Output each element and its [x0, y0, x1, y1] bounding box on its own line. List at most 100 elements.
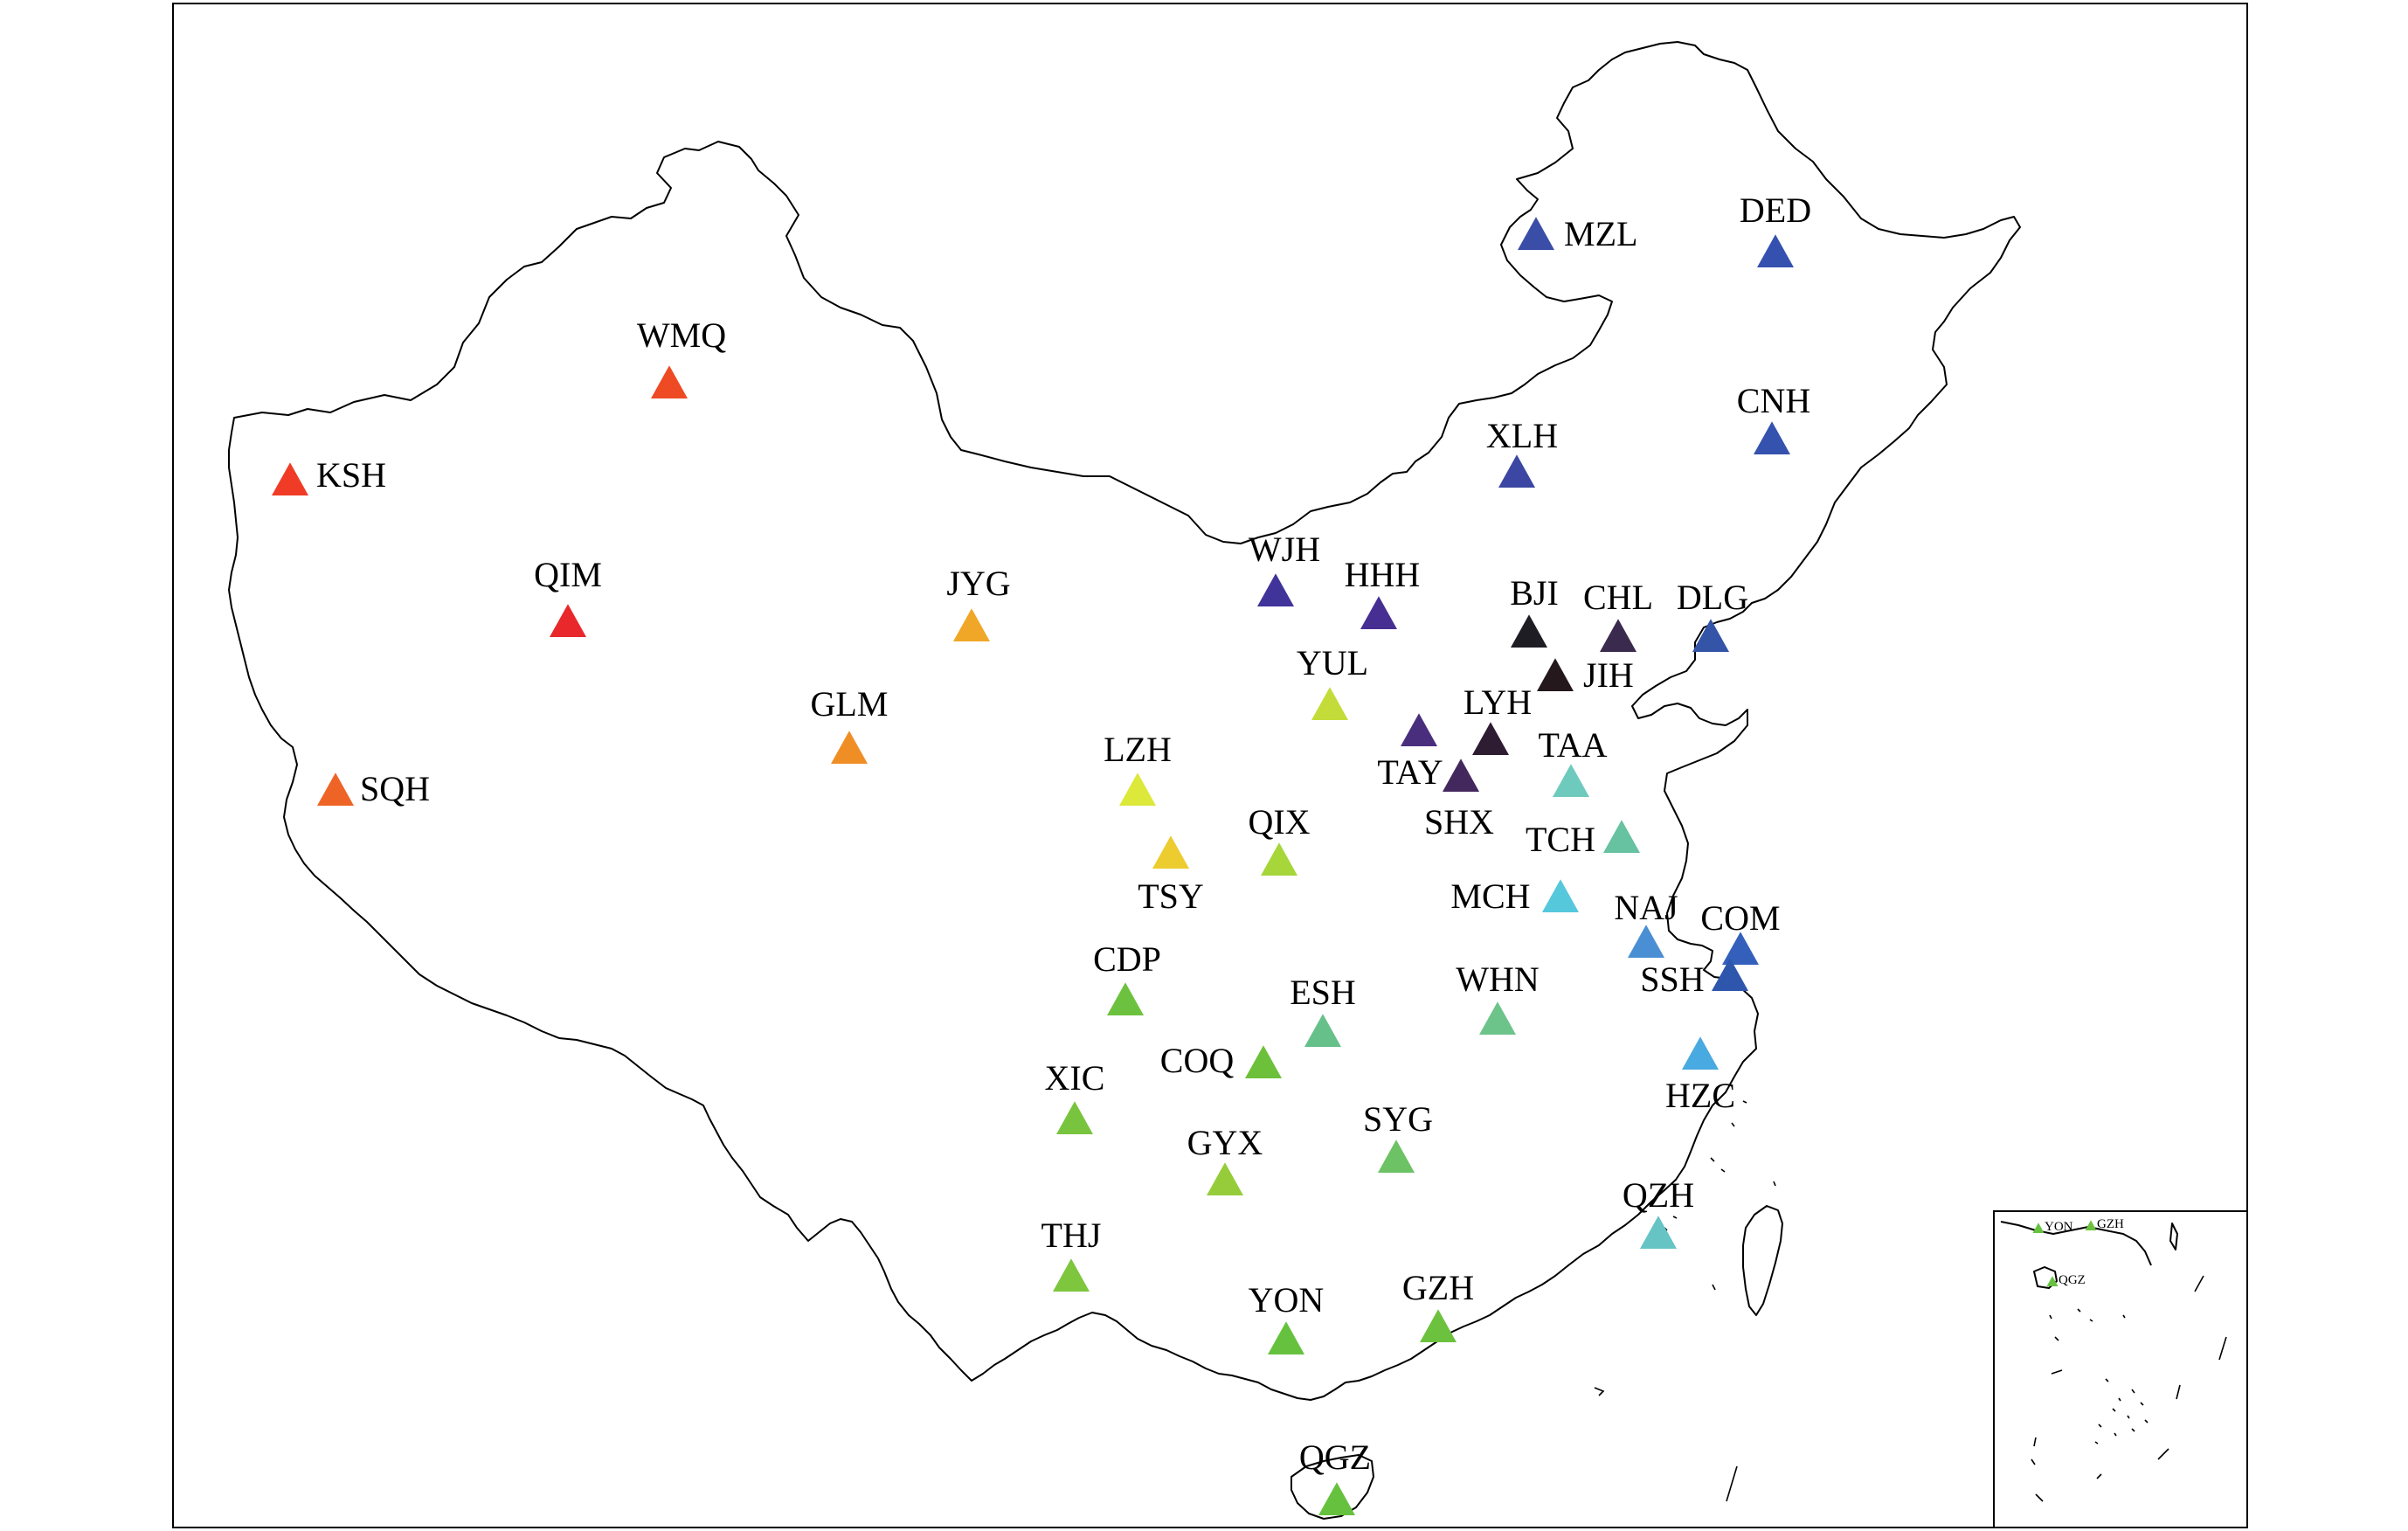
- station-jyg: JYG: [946, 564, 1011, 641]
- station-label: GYX: [1187, 1123, 1263, 1162]
- south-china-sea-inset: YON GZH QGZ: [1993, 1210, 2248, 1528]
- station-marker-triangle-icon: [1537, 658, 1574, 691]
- inset-station-marker-triangle-icon: [2046, 1276, 2059, 1286]
- inset-islands: [2031, 1275, 2227, 1502]
- station-marker-triangle-icon: [1311, 687, 1348, 720]
- station-chl: CHL: [1583, 578, 1653, 652]
- station-tsy: TSY: [1138, 835, 1204, 916]
- station-marker-triangle-icon: [1207, 1162, 1243, 1195]
- station-marker-triangle-icon: [1472, 722, 1509, 755]
- station-marker-triangle-icon: [1107, 982, 1144, 1015]
- inset-taiwan: [2169, 1223, 2178, 1250]
- station-xlh: XLH: [1486, 416, 1558, 488]
- station-lyh: LYH: [1463, 682, 1532, 755]
- station-label: TAA: [1538, 725, 1607, 765]
- station-label: TCH: [1526, 820, 1595, 859]
- station-qix: QIX: [1248, 802, 1311, 876]
- station-label: SYG: [1363, 1099, 1433, 1139]
- station-marker-triangle-icon: [1628, 925, 1664, 958]
- station-marker-triangle-icon: [1603, 820, 1640, 853]
- station-label: QIX: [1248, 802, 1310, 842]
- station-label: XIC: [1045, 1058, 1105, 1098]
- inset-station-qgz: QGZ: [2046, 1273, 2086, 1287]
- station-label: HZC: [1665, 1076, 1735, 1115]
- station-label: COM: [1700, 898, 1780, 938]
- station-dlg: DLG: [1677, 578, 1748, 652]
- station-yon: YON: [1249, 1280, 1324, 1354]
- inset-station-marker-triangle-icon: [2085, 1220, 2097, 1230]
- station-marker-triangle-icon: [1056, 1101, 1093, 1134]
- station-marker-triangle-icon: [272, 462, 308, 495]
- station-marker-triangle-icon: [1053, 1258, 1090, 1292]
- station-layer: MZL DED WMQ KSH CNH XLH QIM JYG WJH HHH BJI CHL DLG J…: [272, 191, 1811, 1515]
- station-yul: YUL: [1297, 643, 1368, 720]
- station-gzh: GZH: [1402, 1268, 1474, 1342]
- station-whn: WHN: [1456, 959, 1540, 1035]
- station-marker-triangle-icon: [1257, 573, 1294, 606]
- station-mch: MCH: [1450, 876, 1579, 916]
- coastal-islands: [1594, 1100, 1776, 1502]
- station-marker-triangle-icon: [1268, 1321, 1304, 1354]
- station-qim: QIM: [534, 555, 602, 637]
- station-tay: TAY: [1377, 713, 1443, 792]
- station-tch: TCH: [1526, 820, 1640, 859]
- inset-station-label: YON: [2045, 1220, 2073, 1234]
- station-label: QGZ: [1299, 1437, 1371, 1477]
- station-label: THJ: [1041, 1216, 1102, 1255]
- station-label: LYH: [1463, 682, 1532, 722]
- station-marker-triangle-icon: [1498, 454, 1535, 488]
- station-cnh: CNH: [1737, 381, 1810, 454]
- station-qgz: QGZ: [1299, 1437, 1371, 1515]
- station-lzh: LZH: [1104, 730, 1172, 806]
- station-hhh: HHH: [1345, 555, 1420, 629]
- map-frame: [172, 3, 2248, 1528]
- station-bji: BJI: [1510, 573, 1559, 648]
- station-marker-triangle-icon: [1420, 1309, 1457, 1342]
- station-label: GLM: [811, 684, 889, 724]
- station-label: DED: [1740, 191, 1811, 230]
- station-marker-triangle-icon: [1360, 596, 1397, 629]
- station-label: MCH: [1450, 876, 1530, 916]
- station-marker-triangle-icon: [1757, 234, 1794, 267]
- station-label: XLH: [1486, 416, 1558, 455]
- station-coq: COQ: [1160, 1041, 1282, 1080]
- station-label: NAJ: [1614, 888, 1678, 927]
- station-marker-triangle-icon: [1152, 835, 1189, 869]
- station-marker-triangle-icon: [1692, 619, 1729, 652]
- station-marker-triangle-icon: [1245, 1045, 1282, 1078]
- station-marker-triangle-icon: [1682, 1036, 1719, 1070]
- station-label: CNH: [1737, 381, 1810, 420]
- station-marker-triangle-icon: [1443, 759, 1479, 792]
- station-gyx: GYX: [1187, 1123, 1263, 1195]
- station-marker-triangle-icon: [1261, 842, 1297, 876]
- station-esh: ESH: [1290, 973, 1356, 1047]
- station-label: JIH: [1583, 655, 1634, 695]
- station-marker-triangle-icon: [953, 608, 990, 641]
- inset-station-label: QGZ: [2059, 1273, 2086, 1287]
- station-marker-triangle-icon: [831, 731, 868, 764]
- station-label: QIM: [534, 555, 602, 594]
- station-marker-triangle-icon: [1518, 217, 1554, 250]
- station-label: WJH: [1249, 530, 1320, 569]
- station-label: QZH: [1623, 1175, 1694, 1215]
- station-label: LZH: [1104, 730, 1172, 769]
- station-marker-triangle-icon: [550, 604, 586, 637]
- station-ded: DED: [1740, 191, 1811, 267]
- inset-station-label: GZH: [2097, 1217, 2124, 1231]
- station-marker-triangle-icon: [1378, 1140, 1415, 1173]
- station-label: KSH: [316, 455, 386, 495]
- inset-hainan: [2033, 1266, 2058, 1289]
- station-marker-triangle-icon: [1304, 1014, 1341, 1047]
- station-marker-triangle-icon: [1640, 1216, 1677, 1249]
- station-label: SQH: [360, 769, 430, 808]
- inset-frame: [1993, 1210, 2248, 1528]
- station-label: DLG: [1677, 578, 1748, 617]
- station-marker-triangle-icon: [1542, 879, 1579, 912]
- station-marker-triangle-icon: [1722, 932, 1759, 965]
- station-label: COQ: [1160, 1041, 1235, 1080]
- station-label: CHL: [1583, 578, 1653, 617]
- station-label: GZH: [1402, 1268, 1474, 1307]
- station-label: YUL: [1297, 643, 1368, 682]
- station-taa: TAA: [1538, 725, 1608, 797]
- station-marker-triangle-icon: [1600, 619, 1636, 652]
